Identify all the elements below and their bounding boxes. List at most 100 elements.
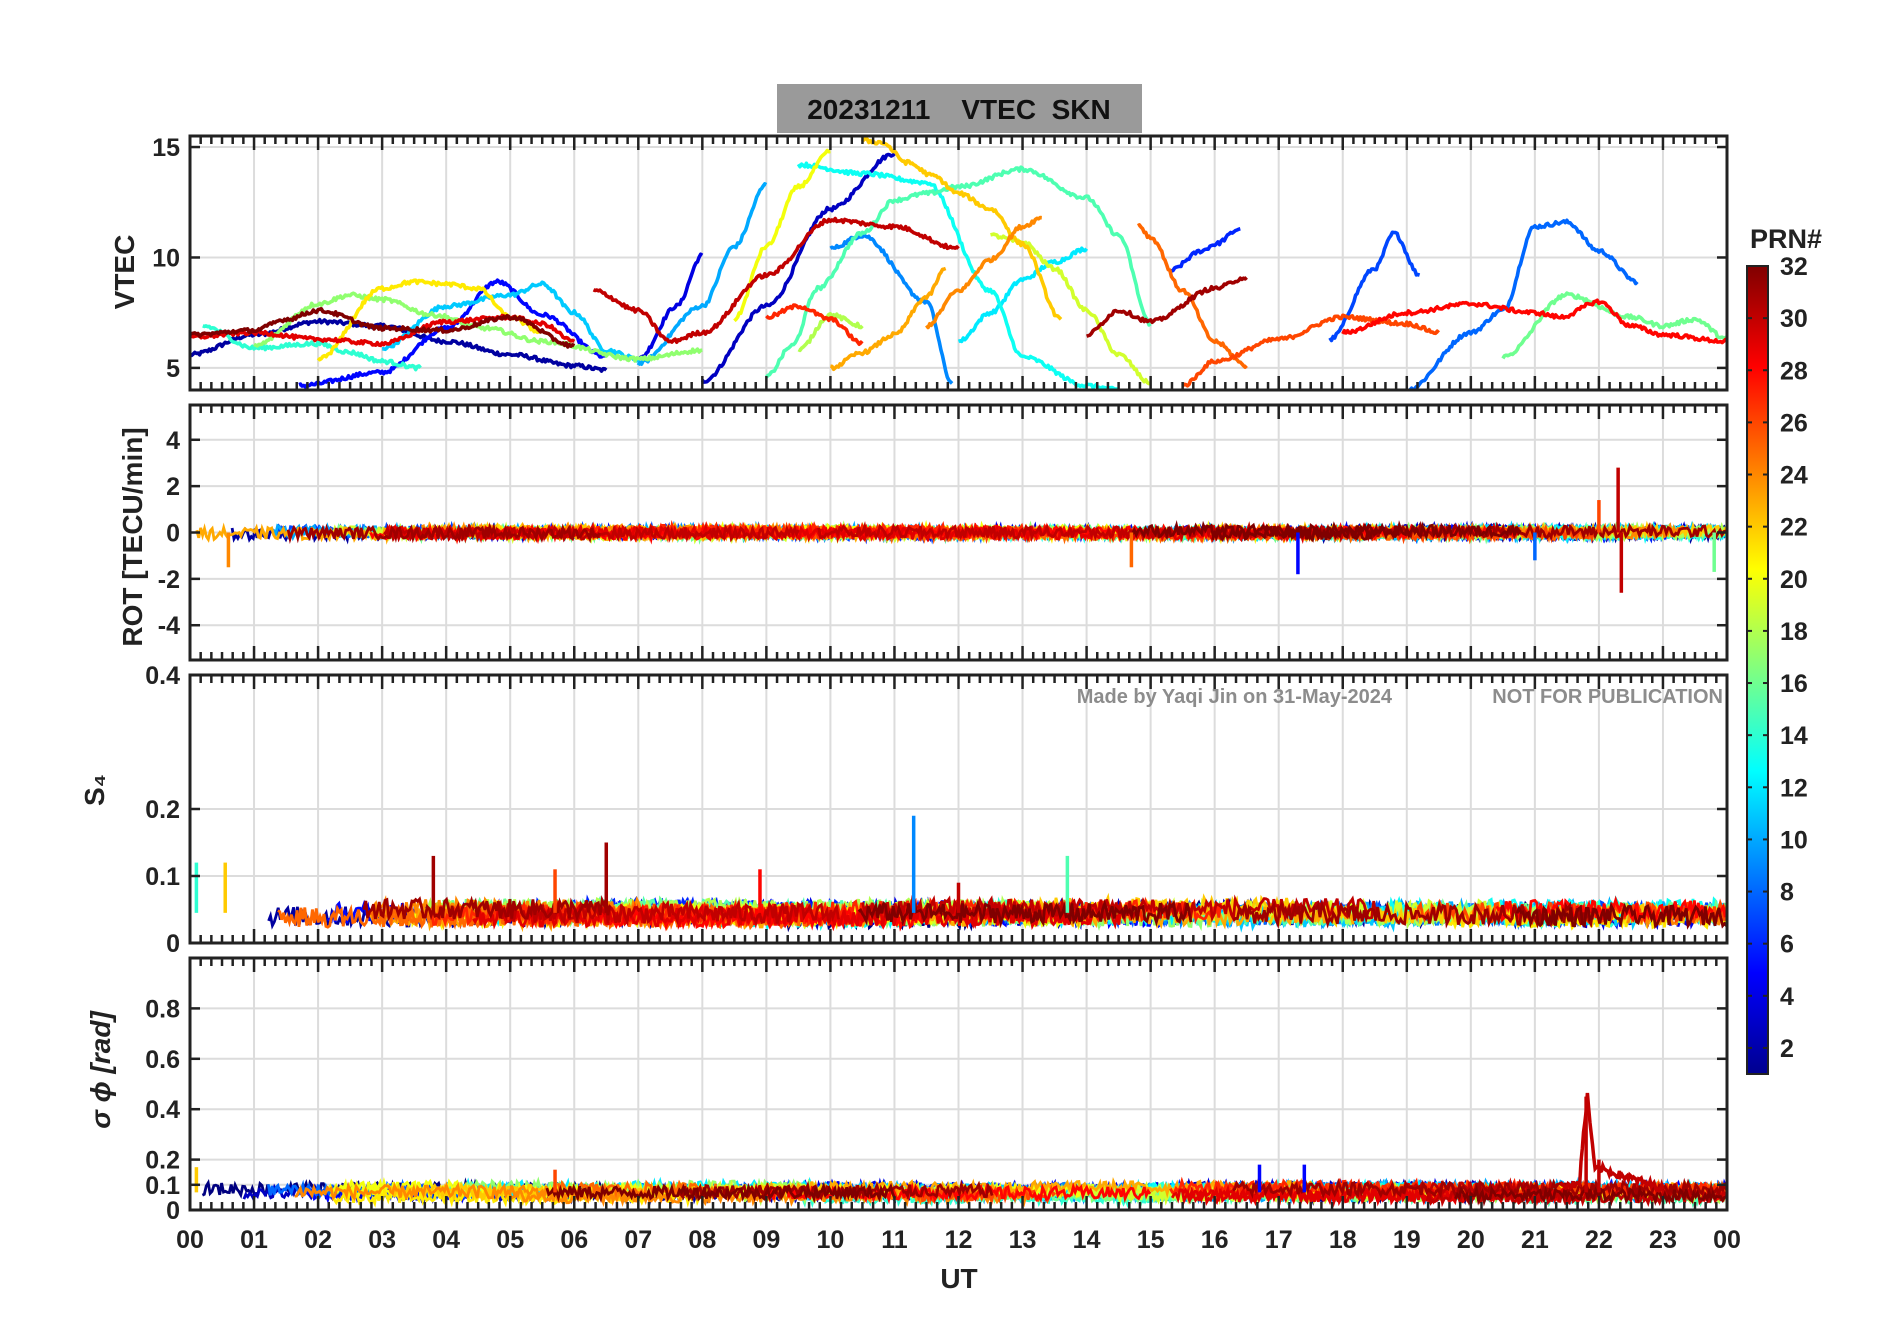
colorbar-tick-label: 16 — [1780, 670, 1808, 698]
colorbar — [1746, 265, 1769, 1075]
s4-series-prn-32 — [1515, 901, 1727, 930]
colorbar-tick-label: 8 — [1780, 879, 1794, 907]
y-tick-label: -2 — [158, 566, 180, 594]
vtec-series-prn-22 — [861, 137, 1063, 321]
y-tick-label: 0.6 — [145, 1046, 180, 1074]
x-tick-label: 08 — [688, 1226, 716, 1254]
vtec-series-prn-28 — [1341, 298, 1727, 345]
x-tick-label: 21 — [1521, 1226, 1549, 1254]
y-tick-label: 0 — [166, 930, 180, 958]
vtec-series-prn-14 — [202, 324, 422, 372]
x-tick-label: 01 — [240, 1226, 268, 1254]
x-tick-label: 07 — [624, 1226, 652, 1254]
colorbar-tick-label: 6 — [1780, 931, 1794, 959]
sigma_phi-series-prn-32 — [545, 1181, 896, 1204]
colorbar-tick-label: 32 — [1780, 253, 1808, 281]
vtec-series-prn-17 — [253, 291, 703, 363]
y-tick-label: 15 — [152, 134, 180, 162]
s4-series-prn-31 — [362, 894, 612, 923]
colorbar-tick-label: 14 — [1780, 722, 1808, 750]
colorbar-tick-label: 22 — [1780, 514, 1808, 542]
x-tick-label: 17 — [1265, 1226, 1293, 1254]
y-tick-label: 0.4 — [145, 662, 180, 690]
vtec-series-prn-11 — [381, 280, 640, 363]
sigma_phi-peak-prn-30 — [1559, 1092, 1665, 1194]
x-axis-label: UT — [940, 1263, 977, 1294]
y-tick-label: 0.8 — [145, 995, 180, 1023]
s4-series-prn-31 — [1232, 899, 1598, 930]
vtec-series-prn-23 — [830, 266, 947, 372]
y-tick-label: 0.2 — [145, 1147, 180, 1175]
colorbar-tick-label: 24 — [1780, 462, 1808, 490]
vtec-series-prn-31 — [1086, 276, 1248, 338]
vtec-ylabel: VTEC — [109, 235, 140, 310]
x-tick-label: 14 — [1073, 1226, 1101, 1254]
axes-layer: 51015-4-202400.10.20.400.10.20.40.60.800… — [145, 134, 1741, 1254]
x-tick-label: 23 — [1649, 1226, 1677, 1254]
sigma_phi-series-prn-31 — [1232, 1177, 1727, 1200]
y-tick-label: 0.4 — [145, 1096, 180, 1124]
sigma_phi-series-prn-32 — [1454, 1184, 1727, 1207]
x-tick-label: 19 — [1393, 1226, 1421, 1254]
colorbar-tick-label: 2 — [1780, 1035, 1794, 1063]
y-tick-label: 2 — [166, 473, 180, 501]
x-tick-label: 22 — [1585, 1226, 1613, 1254]
x-tick-label: 02 — [304, 1226, 332, 1254]
vtec-series-prn-13 — [796, 161, 1120, 390]
x-tick-label: 06 — [560, 1226, 588, 1254]
vtec-series-prn-5 — [298, 278, 608, 389]
colorbar-tick-label: 10 — [1780, 826, 1808, 854]
watermark-author: Made by Yaqi Jin on 31-May-2024 — [1077, 686, 1393, 708]
x-tick-label: 03 — [368, 1226, 396, 1254]
colorbar-tick-label: 18 — [1780, 618, 1808, 646]
y-tick-label: 5 — [166, 355, 180, 383]
sigma-ylabel: σ ϕ [rad] — [85, 1010, 116, 1129]
y-tick-label: 0 — [166, 1197, 180, 1225]
vtec-series-prn-32 — [190, 306, 576, 349]
y-tick-label: 0.1 — [145, 1172, 180, 1200]
x-tick-label: 05 — [496, 1226, 524, 1254]
x-tick-label: 04 — [432, 1226, 460, 1254]
vtec-series-prn-10 — [636, 182, 768, 367]
x-tick-label: 11 — [881, 1226, 908, 1254]
x-tick-label: 00 — [1713, 1226, 1741, 1254]
x-tick-label: 09 — [752, 1226, 780, 1254]
y-tick-label: -4 — [158, 612, 180, 640]
vtec-series-prn-9 — [829, 233, 954, 385]
x-tick-label: 16 — [1201, 1226, 1229, 1254]
colorbar-tick-label: 4 — [1780, 983, 1794, 1011]
vtec-series-prn-15 — [765, 165, 1152, 379]
colorbar-tick-label: 12 — [1780, 774, 1808, 802]
vtec-series-prn-18 — [797, 311, 864, 353]
sigma_phi-series-prn-24 — [294, 1181, 562, 1203]
colorbar-tick-label: 26 — [1780, 409, 1808, 437]
vtec-series-prn-7 — [1328, 230, 1421, 343]
vtec-series-prn-24 — [925, 215, 1042, 330]
vtec-series-prn-12 — [957, 246, 1089, 344]
vtec-series-prn-27 — [765, 303, 864, 347]
watermark-notice: NOT FOR PUBLICATION — [1492, 686, 1723, 708]
vtec-series-prn-26 — [1181, 313, 1440, 388]
y-tick-label: 0.1 — [145, 863, 180, 891]
colorbar-tick-label: 28 — [1780, 357, 1808, 385]
x-tick-label: 18 — [1329, 1226, 1357, 1254]
colorbar-tick-label: 30 — [1780, 305, 1808, 333]
vtec-series-prn-25 — [1136, 223, 1248, 370]
figure-title: 20231211 VTEC SKN — [807, 94, 1111, 125]
data-layer — [190, 137, 1727, 1209]
s4-ylabel: S₄ — [79, 774, 110, 806]
rot-ylabel: ROT [TECU/min] — [117, 427, 148, 646]
s4-series-prn-30 — [497, 899, 840, 927]
x-tick-label: 12 — [945, 1226, 973, 1254]
x-tick-label: 00 — [176, 1226, 204, 1254]
colorbar-tick-label: 20 — [1780, 566, 1808, 594]
y-tick-label: 0 — [166, 520, 180, 548]
vtec-series-prn-8 — [1407, 218, 1639, 390]
y-tick-label: 0.2 — [145, 796, 180, 824]
y-tick-label: 4 — [166, 427, 180, 455]
vtec-series-prn-6 — [1168, 227, 1241, 273]
x-tick-label: 15 — [1137, 1226, 1165, 1254]
rot-series-prn-31 — [286, 522, 601, 544]
